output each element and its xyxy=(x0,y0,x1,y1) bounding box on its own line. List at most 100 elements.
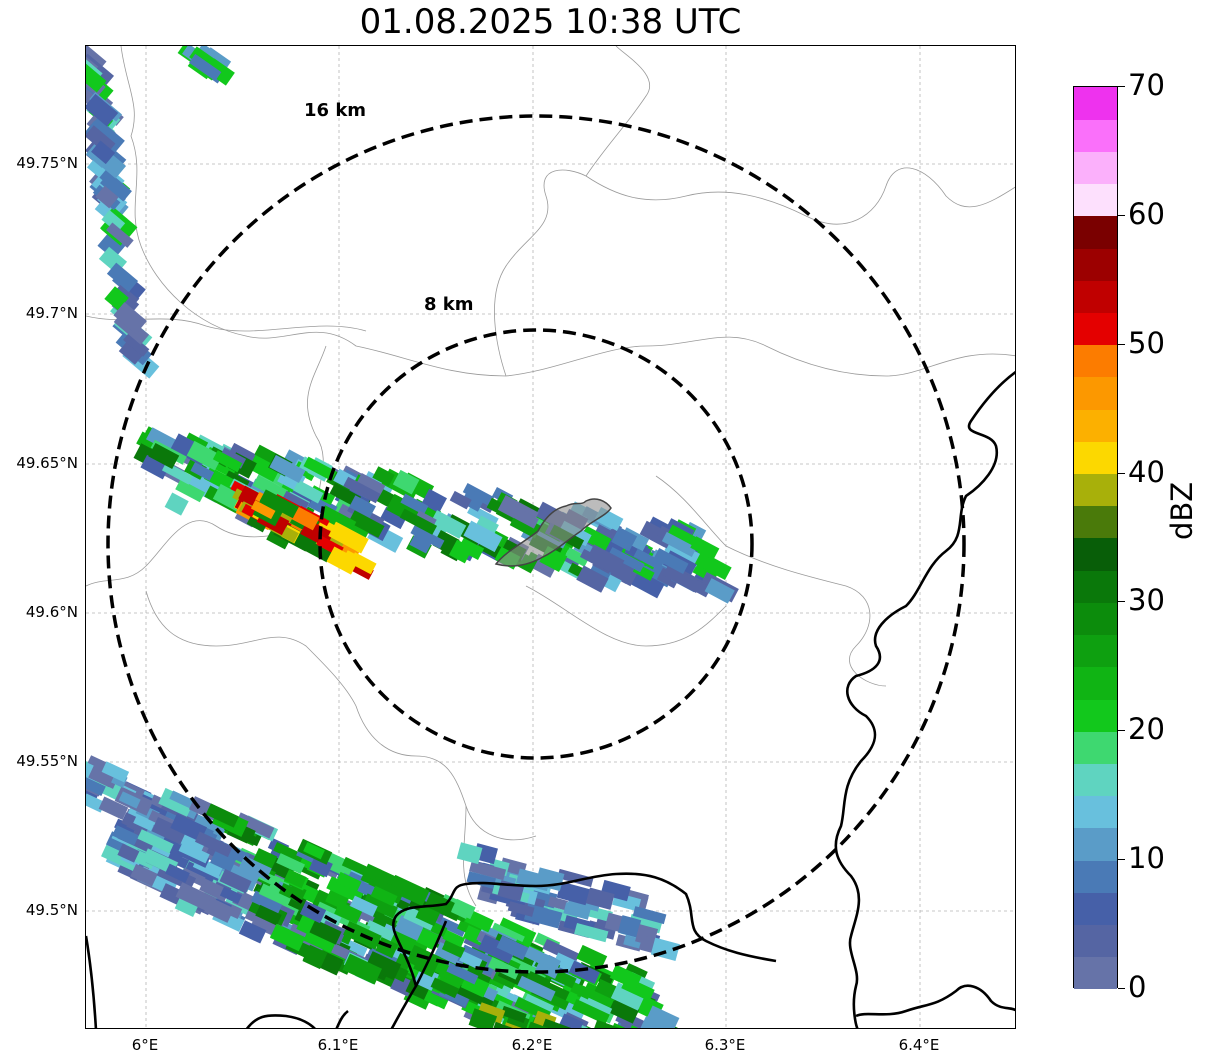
radar-echo-cell xyxy=(468,1008,498,1028)
radar-echo-cell xyxy=(114,818,137,836)
radar-echo-cell xyxy=(363,920,398,946)
colorbar-tick-label: 20 xyxy=(1128,712,1165,747)
radar-echo-cell xyxy=(576,565,609,593)
colorbar-segment xyxy=(1074,87,1117,120)
radar-echo-cell xyxy=(463,520,503,553)
radar-echo-cell xyxy=(430,510,467,539)
radar-map-svg: 16 km 8 km xyxy=(86,46,1015,1029)
radar-echo-cell xyxy=(341,856,378,881)
colorbar-segment xyxy=(1074,119,1117,152)
radar-echo-cell xyxy=(88,764,115,788)
radar-echo-cell xyxy=(478,934,516,964)
colorbar-segment xyxy=(1074,924,1117,958)
radar-echo-cell xyxy=(101,761,130,783)
lat-label-49-65: 49.65°N xyxy=(16,454,78,472)
highlighted-area xyxy=(494,498,612,567)
radar-echo-cell xyxy=(342,953,382,985)
colorbar-tick-label: 50 xyxy=(1128,325,1165,360)
radar-echo-cell xyxy=(186,440,223,471)
radar-echo-cell xyxy=(451,898,476,920)
radar-echo-cell xyxy=(557,868,594,888)
radar-echo-cell xyxy=(507,901,535,917)
lon-label-6-3: 6.3°E xyxy=(704,1036,746,1054)
radar-echo-cell xyxy=(101,210,126,233)
radar-echo-cell xyxy=(547,896,569,911)
radar-echo-cell xyxy=(517,975,556,1002)
radar-echo-cell xyxy=(474,515,499,537)
radar-echo-cell xyxy=(653,548,689,574)
radar-echo-cell xyxy=(410,524,445,549)
radar-echo-cell xyxy=(547,993,570,1011)
colorbar-tick-label: 0 xyxy=(1128,970,1147,1004)
radar-echo-cell xyxy=(98,796,129,820)
range-ring-label-16km: 16 km xyxy=(304,100,366,121)
radar-echo-cell xyxy=(409,531,433,554)
radar-echo-cell xyxy=(704,578,735,604)
radar-echo-cell xyxy=(356,473,386,496)
radar-echo-cell xyxy=(133,814,155,832)
radar-echo-cell xyxy=(676,571,712,598)
radar-echo-cell xyxy=(415,904,441,927)
radar-echo-cell xyxy=(509,506,539,529)
colorbar-tick-label: 70 xyxy=(1128,68,1165,102)
radar-echo-cell xyxy=(392,469,420,495)
lat-label-49-5: 49.5°N xyxy=(25,901,78,919)
radar-echo-cell xyxy=(586,544,625,576)
colorbar-tick-label: 40 xyxy=(1128,454,1165,489)
radar-echo-cell xyxy=(326,546,359,575)
radar-echo-cell xyxy=(151,816,187,845)
radar-echo-cell xyxy=(370,885,398,907)
radar-echo-cell xyxy=(250,890,283,914)
colorbar-tick-mark xyxy=(1118,730,1125,732)
radar-echo-cell xyxy=(621,1028,650,1029)
radar-echo-cell xyxy=(97,232,126,260)
colorbar-tick-mark xyxy=(1118,601,1125,603)
radar-echo-cell xyxy=(576,944,608,970)
lon-label-6-1: 6.1°E xyxy=(317,1036,359,1054)
radar-echo-cell xyxy=(645,1005,680,1028)
radar-echo-cell xyxy=(627,568,665,599)
radar-echo-cell xyxy=(570,982,593,1000)
radar-echo-cell xyxy=(424,891,464,922)
colorbar-tick-mark xyxy=(1118,86,1125,87)
radar-echo-cell xyxy=(690,536,720,560)
radar-echo-cell xyxy=(365,951,402,981)
radar-echo-cell xyxy=(164,492,189,516)
radar-echo-cell xyxy=(273,842,304,864)
radar-echo-cell xyxy=(118,339,145,365)
radar-echo-cell xyxy=(170,813,208,842)
radar-echo-cell xyxy=(469,860,507,881)
radar-echo-cell xyxy=(496,917,537,948)
radar-echo-cell xyxy=(106,262,139,293)
colorbar-segment xyxy=(1074,151,1117,185)
colorbar-segment xyxy=(1074,634,1117,668)
radar-echo-cell xyxy=(252,474,288,502)
radar-echo-cell xyxy=(269,923,306,952)
radar-echo-cell xyxy=(86,63,107,93)
radar-echo-cell xyxy=(349,495,376,519)
radar-echo-cell xyxy=(284,869,307,889)
radar-echo-cell xyxy=(580,525,612,552)
range-ring-8km xyxy=(318,328,754,760)
radar-echo-cell xyxy=(609,964,642,990)
radar-echo-cell xyxy=(302,944,328,970)
radar-echo-cell xyxy=(563,902,591,920)
radar-echo-cell xyxy=(235,812,275,839)
radar-echo-cell xyxy=(189,53,222,81)
radar-echo-cell xyxy=(349,895,378,917)
colorbar-segment xyxy=(1074,892,1117,926)
colorbar-segment xyxy=(1074,409,1117,442)
radar-echo-cell xyxy=(610,982,646,1011)
radar-echo-cell xyxy=(194,831,233,858)
radar-echo-cell xyxy=(487,956,521,980)
radar-echo-cell xyxy=(86,753,97,780)
colorbar-segment xyxy=(1074,570,1117,603)
radar-echo-cell xyxy=(106,222,134,248)
radar-echo-cell xyxy=(442,929,466,948)
radar-map-panel: 16 km 8 km xyxy=(85,45,1016,1029)
radar-echo-cell xyxy=(348,510,385,538)
colorbar-tick-label: 10 xyxy=(1128,841,1165,876)
radar-echo-cell xyxy=(564,547,590,567)
radar-echo-cell xyxy=(112,825,139,846)
range-ring-label-8km: 8 km xyxy=(424,294,474,315)
